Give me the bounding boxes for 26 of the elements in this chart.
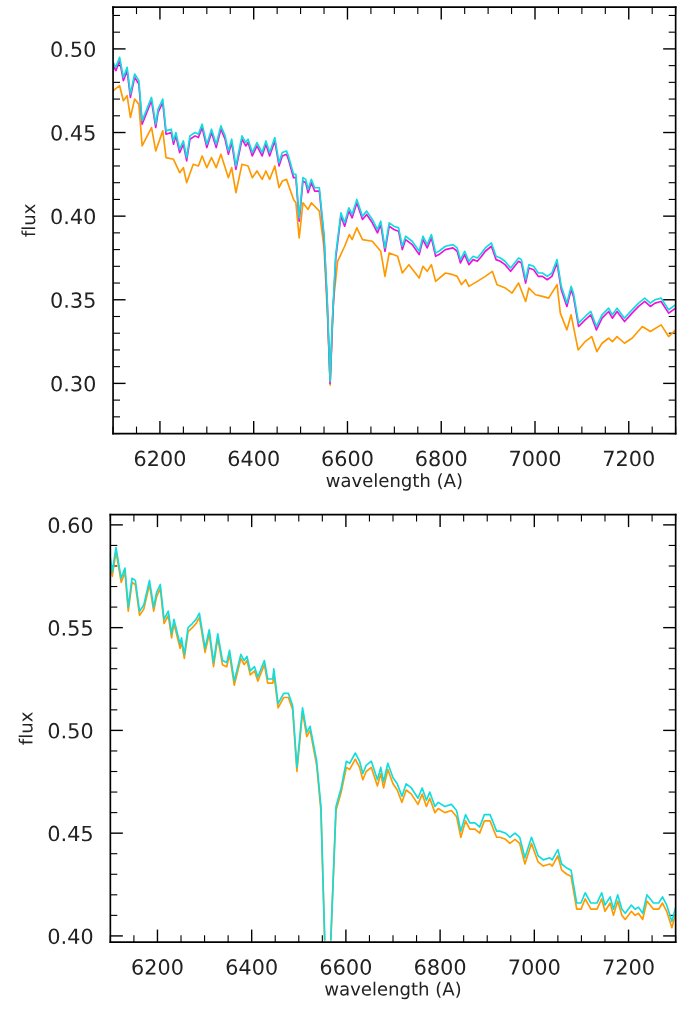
x-tick-label: 6600: [320, 959, 372, 975]
y-axis-title: flux: [21, 204, 36, 237]
x-axis-title: wavelength (A): [326, 473, 462, 491]
x-tick-label: 6800: [416, 450, 467, 467]
x-tick-label: 7200: [603, 450, 654, 467]
x-tick-label: 6800: [415, 959, 466, 975]
y-tick-label: 0.55: [48, 620, 92, 636]
y-axis-title: flux: [18, 712, 33, 745]
y-tick-label: 0.30: [51, 375, 96, 392]
y-tick-label: 0.40: [51, 208, 96, 225]
x-tick-label: 6200: [134, 450, 186, 467]
y-tick-label: 0.40: [48, 928, 93, 945]
x-tick-label: 7000: [509, 959, 560, 975]
x-axis-title: wavelength (A): [325, 981, 461, 1000]
y-tick-label: 0.60: [48, 517, 93, 534]
y-tick-label: 0.45: [51, 124, 95, 141]
y-tick-label: 0.50: [48, 722, 93, 739]
x-tick-label: 6600: [322, 450, 373, 467]
x-tick-label: 7200: [603, 959, 654, 975]
x-tick-label: 6400: [228, 450, 279, 467]
x-tick-label: 6200: [132, 959, 183, 975]
y-tick-label: 0.50: [51, 41, 96, 58]
x-tick-label: 7000: [510, 450, 561, 467]
y-tick-label: 0.35: [51, 292, 95, 308]
x-tick-label: 6400: [226, 959, 277, 975]
y-tick-label: 0.45: [48, 825, 92, 842]
